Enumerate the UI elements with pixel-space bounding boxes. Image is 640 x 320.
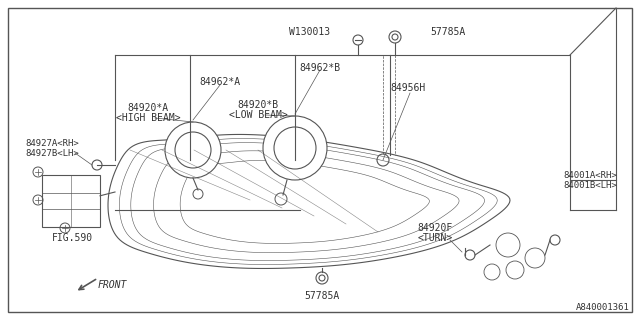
Text: 84920F: 84920F xyxy=(417,223,452,233)
Bar xyxy=(42,175,100,227)
Text: 84962*A: 84962*A xyxy=(200,77,241,87)
Text: <HIGH BEAM>: <HIGH BEAM> xyxy=(116,113,180,123)
Text: FIG.590: FIG.590 xyxy=(51,233,93,243)
Text: W130013: W130013 xyxy=(289,27,330,37)
Text: 84956H: 84956H xyxy=(390,83,425,93)
Text: 84927B<LH>: 84927B<LH> xyxy=(25,148,79,157)
Text: 57785A: 57785A xyxy=(305,291,340,301)
Text: 84927A<RH>: 84927A<RH> xyxy=(25,139,79,148)
Text: FRONT: FRONT xyxy=(97,280,127,290)
Circle shape xyxy=(263,116,327,180)
Text: 57785A: 57785A xyxy=(430,27,465,37)
Text: 84920*B: 84920*B xyxy=(237,100,278,110)
Text: 84001B<LH>: 84001B<LH> xyxy=(563,180,617,189)
Text: 84001A<RH>: 84001A<RH> xyxy=(563,171,617,180)
Circle shape xyxy=(165,122,221,178)
Text: 84920*A: 84920*A xyxy=(127,103,168,113)
Text: <LOW BEAM>: <LOW BEAM> xyxy=(228,110,287,120)
Text: A840001361: A840001361 xyxy=(576,303,630,312)
Text: <TURN>: <TURN> xyxy=(417,233,452,243)
Text: 84962*B: 84962*B xyxy=(300,63,340,73)
